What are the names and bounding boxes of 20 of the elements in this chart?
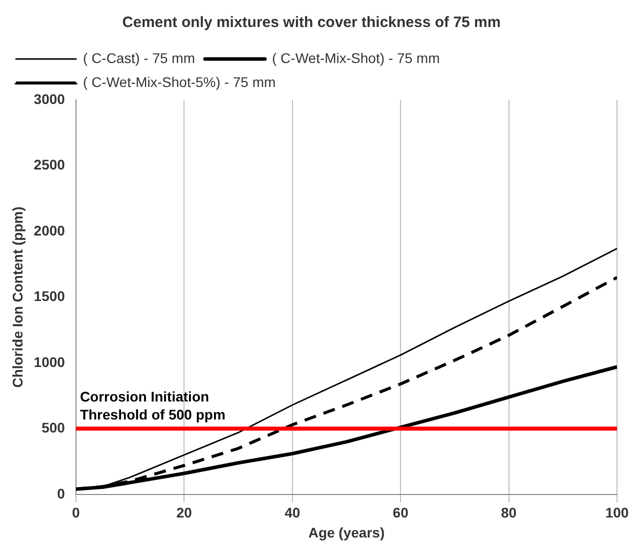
y-tick-label: 1500	[34, 288, 66, 304]
x-tick-label: 100	[605, 504, 629, 521]
legend-label: ( C-Wet-Mix-Shot-5%) - 75 mm	[83, 74, 276, 90]
x-tick-label: 80	[501, 504, 517, 521]
y-tick-label: 2000	[34, 222, 66, 238]
y-tick-label: 2500	[34, 156, 66, 173]
chart-title: Cement only mixtures with cover thickness of 75 mm	[122, 14, 501, 32]
y-tick-label: 500	[42, 420, 66, 436]
y-axis-title: Chloride Ion Content (ppm)	[9, 206, 26, 388]
legend-label: ( C-Wet-Mix-Shot) - 75 mm	[272, 50, 440, 66]
legend-label: ( C-Cast) - 75 mm	[83, 50, 195, 66]
y-tick-label: 0	[57, 485, 66, 502]
y-tick-label: 3000	[34, 90, 66, 107]
x-tick-label: 40	[284, 504, 300, 521]
y-tick-label: 1000	[34, 354, 66, 370]
x-tick-label: 20	[176, 504, 192, 521]
x-tick-label: 60	[392, 504, 409, 521]
ref-line-label: Corrosion Initiation Threshold of 500 ppm	[80, 388, 226, 423]
x-tick-label: 0	[72, 504, 80, 521]
x-axis-title: Age (years)	[308, 524, 385, 540]
